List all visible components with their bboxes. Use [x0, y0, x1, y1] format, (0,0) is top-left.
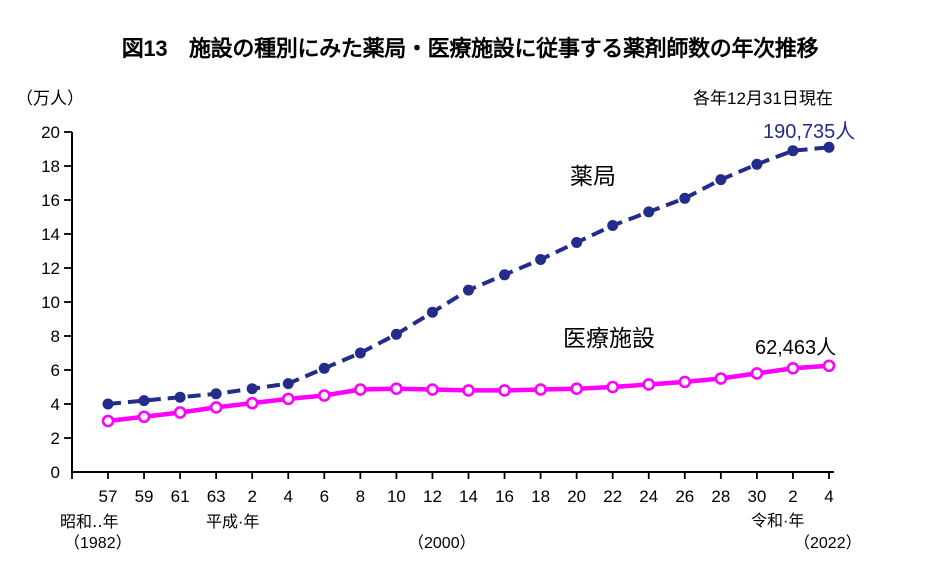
- data-point-marker-pharmacy: [463, 284, 474, 296]
- data-point-marker-pharmacy: [246, 383, 258, 395]
- data-point-marker-pharmacy: [318, 362, 330, 374]
- data-point-marker-pharmacy: [426, 306, 438, 318]
- data-point-marker-pharmacy: [823, 141, 835, 153]
- data-point-marker-pharmacy: [643, 206, 655, 218]
- data-point-marker-medical: [137, 410, 151, 424]
- x-axis-tick-label: 2: [247, 487, 256, 506]
- y-axis-unit-label: （万人）: [16, 89, 84, 108]
- x-axis-tick-label: 30: [747, 487, 766, 506]
- data-point-marker-medical: [426, 383, 439, 396]
- era-label-showa: 昭和‥年: [60, 514, 119, 531]
- annotation-medical: 62,463人: [755, 337, 837, 359]
- data-point-marker-pharmacy: [102, 398, 114, 410]
- x-axis-tick-label: 4: [824, 487, 833, 506]
- data-point-marker-medical: [245, 396, 259, 410]
- data-point-marker-pharmacy: [715, 174, 727, 186]
- data-point-marker-medical: [317, 389, 331, 402]
- x-axis-tick-label: 16: [495, 487, 514, 506]
- data-point-marker-medical: [714, 372, 728, 385]
- data-point-marker-pharmacy: [571, 237, 583, 248]
- era-year-2000: （2000）: [408, 535, 476, 552]
- data-point-marker-pharmacy: [282, 378, 294, 390]
- x-axis-tick-label: 61: [171, 487, 190, 506]
- y-axis-tick-label: 8: [51, 327, 60, 346]
- series-line-pharmacy: [107, 145, 830, 406]
- series-label-pharmacy: 薬局: [570, 163, 616, 189]
- data-point-marker-medical: [822, 359, 836, 373]
- era-year-1982: （1982）: [64, 535, 132, 552]
- data-point-marker-pharmacy: [138, 395, 150, 407]
- data-point-marker-medical: [462, 384, 475, 397]
- data-point-marker-medical: [101, 414, 115, 428]
- y-axis-tick-label: 10: [41, 293, 60, 312]
- data-point-marker-medical: [173, 406, 187, 419]
- data-point-marker-medical: [209, 401, 223, 414]
- data-point-marker-medical: [570, 382, 583, 396]
- y-axis-tick-label: 16: [41, 191, 60, 210]
- data-point-marker-pharmacy: [787, 145, 799, 157]
- y-axis-tick-label: 0: [51, 463, 60, 482]
- x-axis-tick-label: 18: [531, 487, 550, 506]
- x-axis-tick-label: 26: [675, 487, 694, 506]
- data-point-marker-medical: [678, 375, 692, 389]
- annotation-pharmacy: 190,735人: [763, 121, 856, 143]
- data-point-marker-medical: [606, 380, 620, 394]
- data-point-marker-pharmacy: [174, 391, 186, 403]
- era-label-heisei: 平成·年: [206, 514, 260, 531]
- data-point-marker-pharmacy: [354, 347, 366, 359]
- x-axis-tick-label: 4: [284, 487, 293, 506]
- y-axis-tick-label: 18: [41, 157, 60, 176]
- x-axis-tick-label: 6: [320, 487, 329, 506]
- data-point-marker-pharmacy: [499, 269, 511, 281]
- x-axis-tick-label: 22: [603, 487, 622, 506]
- x-axis-tick-label: 59: [135, 487, 154, 506]
- x-axis-tick-label: 10: [387, 487, 406, 506]
- y-axis-tick-label: 4: [51, 395, 60, 414]
- x-axis-tick-label: 57: [99, 487, 118, 506]
- series-label-medical: 医療施設: [563, 325, 655, 351]
- data-point-marker-medical: [281, 392, 295, 406]
- x-axis-tick-label: 24: [639, 487, 658, 506]
- x-axis-tick-label: 2: [788, 487, 797, 506]
- x-axis-tick-label: 63: [207, 487, 226, 506]
- data-point-marker-pharmacy: [751, 158, 763, 170]
- date-note: 各年12月31日現在: [693, 89, 833, 108]
- data-point-marker-medical: [498, 384, 511, 397]
- era-year-2022: （2022）: [794, 535, 862, 552]
- x-axis-tick-label: 8: [356, 487, 365, 506]
- y-axis-tick-label: 2: [51, 429, 60, 448]
- data-point-marker-pharmacy: [390, 328, 402, 340]
- data-point-marker-medical: [354, 383, 367, 396]
- x-axis-tick-label: 20: [567, 487, 586, 506]
- data-point-marker-medical: [642, 378, 656, 391]
- x-axis-tick-label: 28: [711, 487, 730, 506]
- x-axis-tick-label: 12: [423, 487, 442, 506]
- data-point-marker-pharmacy: [679, 192, 691, 204]
- data-point-marker-medical: [750, 367, 764, 380]
- y-axis-tick-label: 14: [41, 225, 60, 244]
- era-label-reiwa: 令和·年: [751, 513, 805, 530]
- y-axis-tick-label: 20: [41, 123, 60, 142]
- data-point-marker-medical: [390, 382, 403, 396]
- x-axis-tick-label: 14: [459, 487, 478, 506]
- figure-title: 図13 施設の種別にみた薬局・医療施設に従事する薬剤師数の年次推移: [121, 36, 819, 61]
- data-point-marker-pharmacy: [210, 388, 222, 400]
- data-point-marker-medical: [534, 383, 547, 396]
- y-axis-tick-label: 12: [41, 259, 60, 278]
- data-point-marker-medical: [786, 361, 800, 375]
- y-axis-tick-label: 6: [51, 361, 60, 380]
- data-point-marker-pharmacy: [607, 220, 619, 231]
- data-point-marker-pharmacy: [535, 254, 547, 265]
